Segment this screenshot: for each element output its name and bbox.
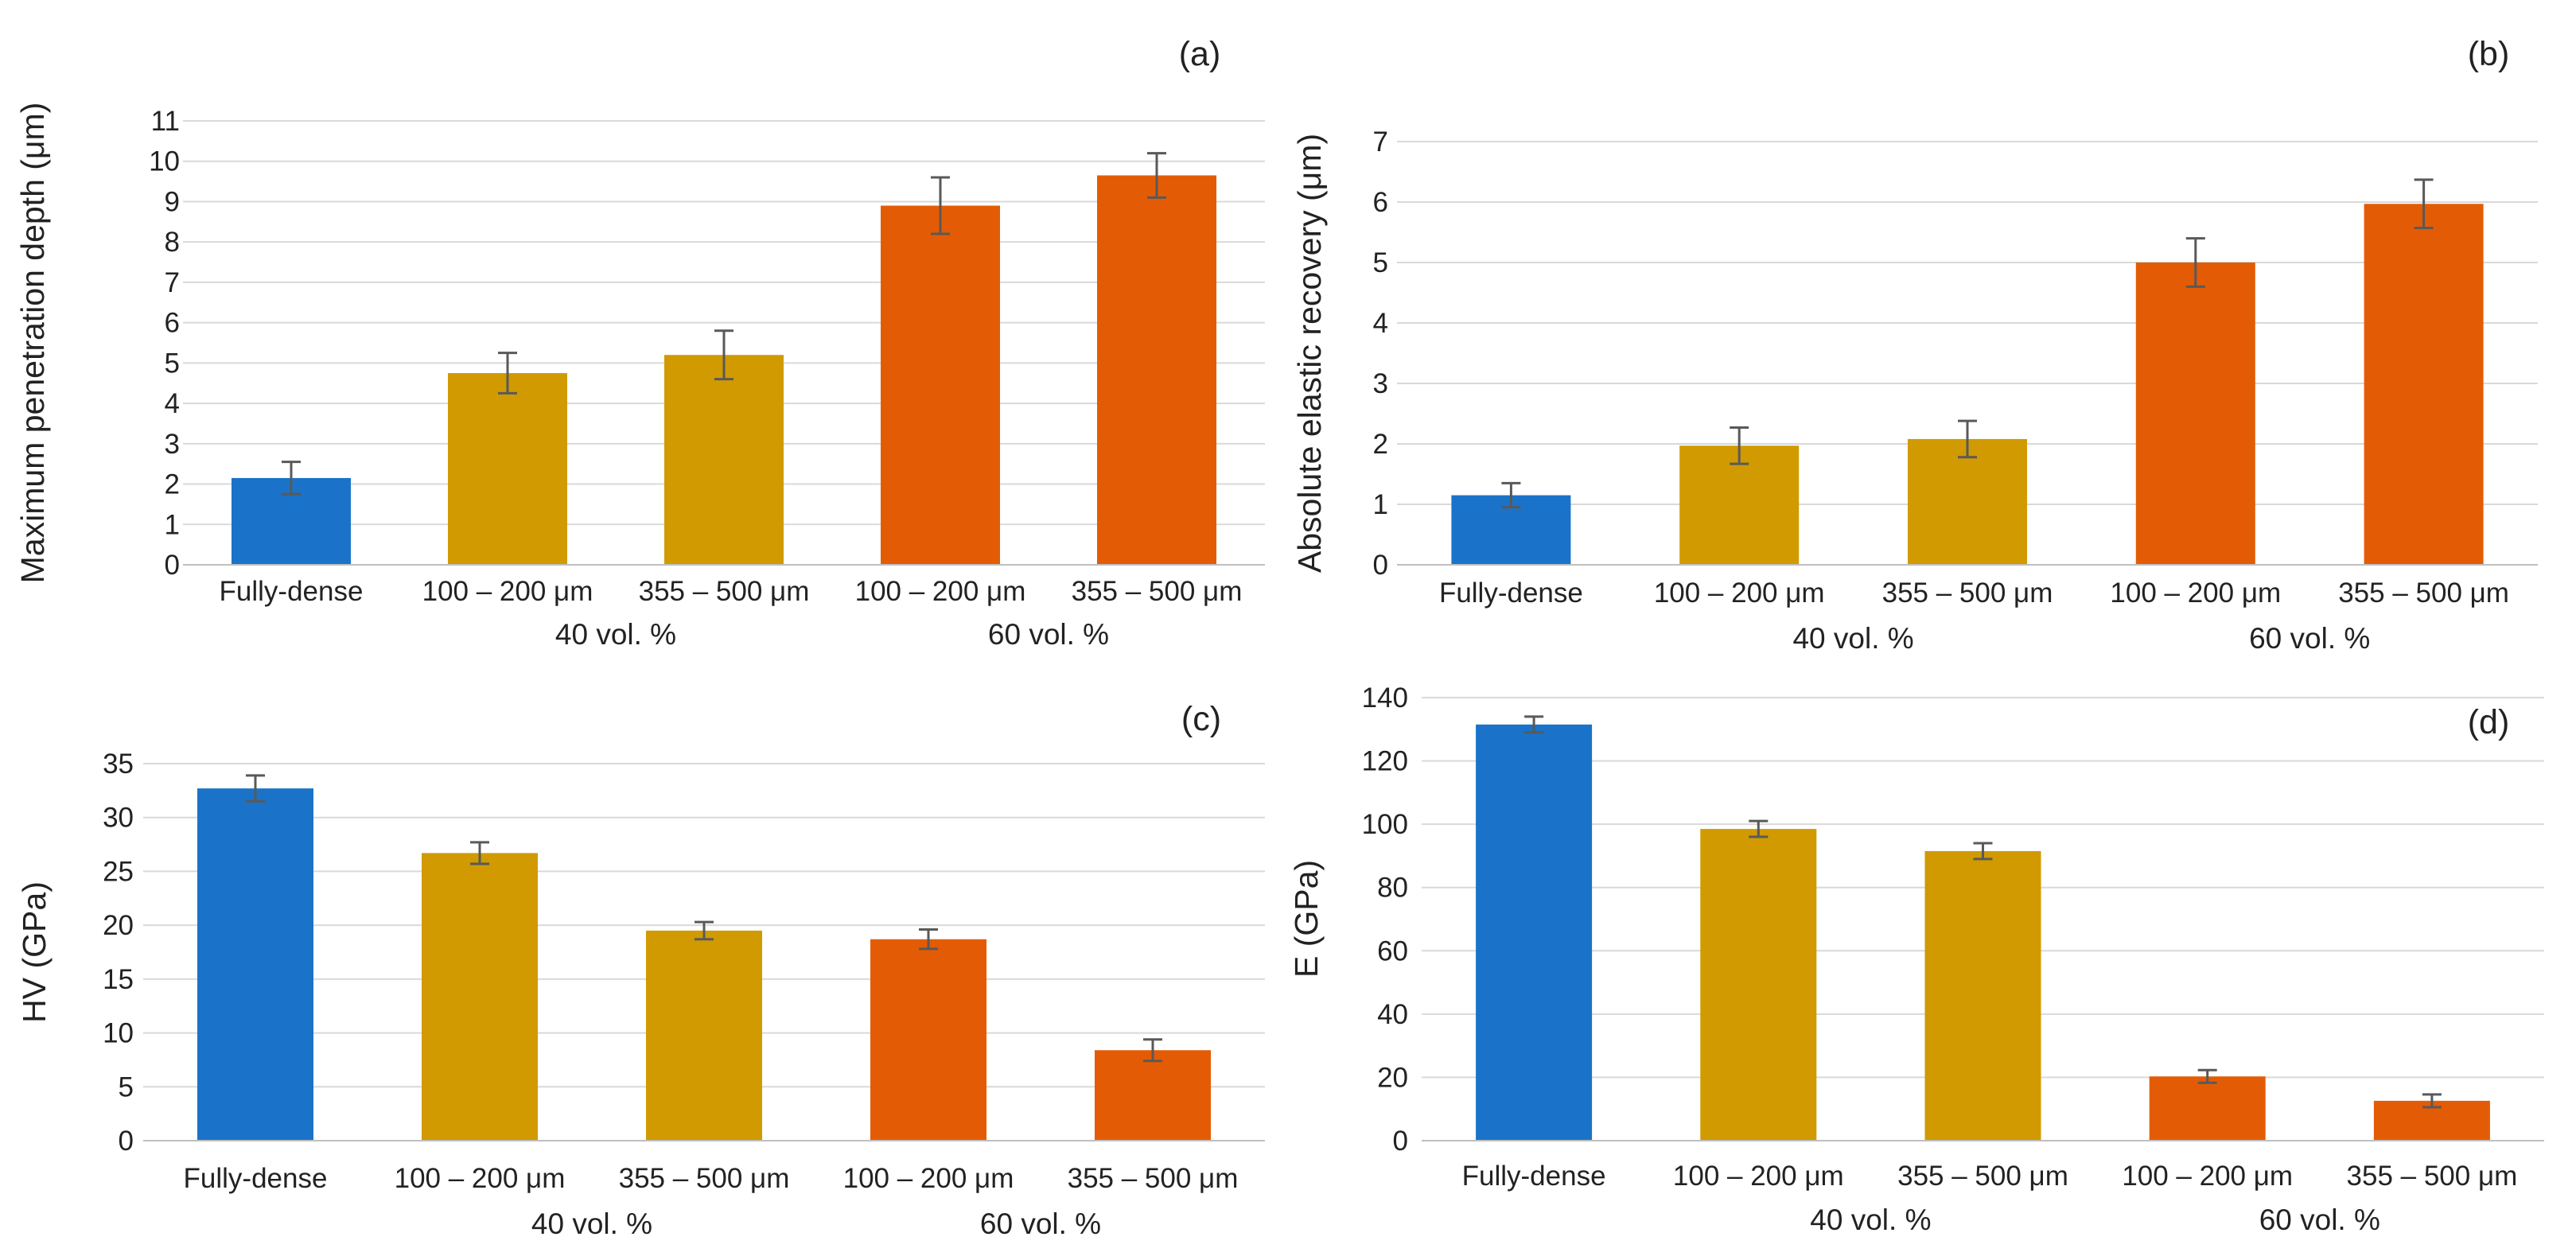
y-tick-label: 60	[1377, 935, 1408, 966]
x-category-label: 100 – 200 μm	[422, 576, 593, 607]
x-group-label: 60 vol. %	[980, 1208, 1101, 1240]
y-tick-label: 4	[1373, 308, 1388, 339]
panel-a-chart: 0 1 2 3 4 5 6 7 8 9 10 11 Fully-dense 100 – 200 μm 355…	[14, 35, 1265, 651]
y-tick-label: 9	[165, 186, 180, 217]
x-category-label: 355 – 500 μm	[619, 1163, 790, 1194]
y-tick-label: 3	[1373, 368, 1388, 399]
bar	[448, 373, 567, 565]
y-tick-label: 4	[165, 388, 180, 419]
y-tick-label: 5	[119, 1071, 134, 1102]
x-category-label: 100 – 200 μm	[855, 576, 1026, 607]
panel-b-chart: 0 1 2 3 4 5 6 7 Fully-dense 100 – 200 μm 355 – 500…	[1291, 35, 2538, 655]
x-category-label: Fully-dense	[220, 576, 364, 607]
y-tick-label: 3	[165, 429, 180, 460]
x-category-label: 355 – 500 μm	[1072, 576, 1243, 607]
y-tick-label: 120	[1362, 746, 1408, 777]
y-tick-label: 8	[165, 227, 180, 258]
x-category-label: Fully-dense	[184, 1163, 328, 1194]
y-tick-label: 140	[1362, 682, 1408, 714]
x-category-label: 355 – 500 μm	[2338, 578, 2509, 609]
y-tick-label: 40	[1377, 999, 1408, 1030]
y-tick-label: 30	[103, 803, 134, 834]
x-group-label: 40 vol. %	[1792, 622, 1913, 655]
y-tick-label: 0	[1373, 550, 1388, 581]
x-group-label: 60 vol. %	[2259, 1204, 2380, 1236]
y-axis-title: HV (GPa)	[16, 881, 53, 1023]
x-group-label: 40 vol. %	[555, 618, 676, 651]
y-tick-label: 80	[1377, 873, 1408, 904]
y-tick-label: 5	[1373, 247, 1388, 278]
x-category-label: 355 – 500 μm	[639, 576, 810, 607]
x-category-label: 100 – 200 μm	[1673, 1161, 1844, 1192]
y-tick-label: 35	[103, 749, 134, 780]
y-tick-label: 15	[103, 964, 134, 995]
bar	[2149, 1076, 2266, 1141]
y-tick-label: 0	[1393, 1126, 1408, 1157]
y-tick-label: 0	[165, 550, 180, 581]
panel-label: (a)	[1179, 35, 1221, 73]
y-tick-label: 6	[1373, 187, 1388, 218]
bar	[1908, 438, 2027, 565]
x-category-label: Fully-dense	[1462, 1161, 1606, 1192]
y-axis-title: Maximum penetration depth (μm)	[14, 103, 51, 584]
panel-c-chart: 0 5 10 15 20 25 30 35 Fully-dense 100 – 200 μm 355…	[16, 700, 1265, 1240]
y-tick-label: 25	[103, 856, 134, 887]
y-tick-label: 5	[165, 348, 180, 379]
bar	[2135, 262, 2255, 565]
bar	[1476, 724, 1593, 1141]
x-category-label: 355 – 500 μm	[1882, 578, 2053, 609]
x-group-label: 40 vol. %	[1810, 1204, 1931, 1236]
panel-label: (d)	[2468, 703, 2510, 741]
bar	[1095, 1050, 1211, 1141]
x-category-label: 100 – 200 μm	[395, 1163, 566, 1194]
x-category-label: Fully-dense	[1439, 578, 1583, 609]
bar	[1924, 850, 2041, 1141]
y-tick-label: 0	[119, 1126, 134, 1157]
bar	[870, 939, 986, 1141]
panel-label: (b)	[2468, 35, 2510, 73]
bar	[422, 853, 538, 1141]
y-tick-label: 1	[1373, 489, 1388, 520]
y-tick-label: 6	[165, 308, 180, 339]
y-tick-label: 7	[165, 267, 180, 298]
bar	[197, 788, 313, 1141]
bar	[1700, 829, 1817, 1141]
x-category-label: 100 – 200 μm	[843, 1163, 1014, 1194]
x-group-label: 60 vol. %	[2249, 622, 2370, 655]
y-axis-title: Absolute elastic recovery (μm)	[1291, 134, 1328, 573]
x-category-label: 100 – 200 μm	[1654, 578, 1825, 609]
y-tick-label: 20	[103, 910, 134, 941]
x-category-label: 355 – 500 μm	[1897, 1161, 2068, 1192]
y-tick-label: 20	[1377, 1062, 1408, 1093]
y-tick-label: 10	[103, 1018, 134, 1049]
y-tick-label: 10	[149, 146, 180, 177]
bar	[881, 205, 1000, 565]
x-group-label: 60 vol. %	[988, 618, 1109, 651]
x-category-label: 355 – 500 μm	[2347, 1161, 2518, 1192]
bar	[646, 930, 762, 1141]
x-group-label: 40 vol. %	[531, 1208, 652, 1240]
y-tick-label: 100	[1362, 809, 1408, 840]
bar	[664, 355, 784, 565]
bar	[1097, 175, 1216, 565]
panel-label: (c)	[1181, 700, 1221, 738]
x-category-label: 100 – 200 μm	[2122, 1161, 2293, 1192]
y-tick-label: 1	[165, 509, 180, 540]
bar	[1679, 445, 1800, 565]
bar	[2364, 204, 2484, 565]
y-tick-label: 7	[1373, 126, 1388, 158]
panel-d-chart: 0 20 40 60 80 100 120 140 Fully-dense 100 – 200 μ…	[1288, 682, 2544, 1236]
y-tick-label: 2	[1373, 429, 1388, 460]
x-category-label: 100 – 200 μm	[2110, 578, 2281, 609]
y-tick-label: 11	[151, 106, 180, 137]
x-category-label: 355 – 500 μm	[1068, 1163, 1239, 1194]
y-axis-title: E (GPa)	[1288, 860, 1325, 978]
y-tick-label: 2	[165, 469, 180, 500]
